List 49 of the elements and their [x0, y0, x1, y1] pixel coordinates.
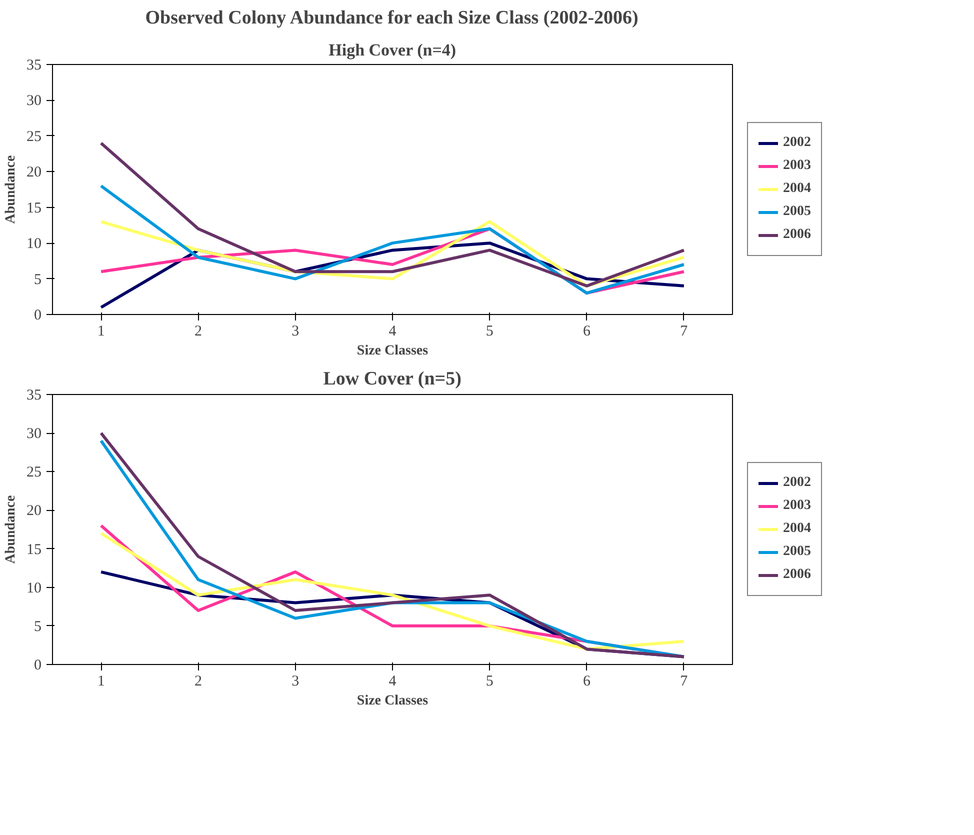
x-tick-label: 6: [583, 324, 592, 340]
y-tick-label: 15: [26, 200, 42, 216]
legend-label: 2002: [783, 475, 811, 491]
x-tick-label: 3: [292, 674, 300, 690]
legend-label: 2006: [783, 227, 811, 243]
chart-title: Low Cover (n=5): [323, 368, 462, 390]
x-tick-label: 4: [388, 324, 397, 340]
legend-label: 2002: [783, 135, 811, 151]
y-tick-label: 20: [26, 164, 42, 181]
x-axis-title: Size Classes: [356, 694, 429, 708]
y-tick-label: 15: [26, 542, 42, 558]
y-axis-title: Abundance: [4, 495, 18, 564]
y-tick-label: 25: [26, 464, 42, 481]
y-tick-label: 10: [26, 236, 42, 252]
x-tick-label: 7: [680, 324, 688, 340]
x-tick-label: 2: [194, 674, 202, 690]
x-tick-label: 3: [292, 324, 300, 340]
y-tick-label: 25: [26, 128, 42, 145]
legend-label: 2004: [783, 181, 811, 197]
x-tick-label: 1: [97, 674, 105, 690]
y-tick-label: 5: [34, 618, 42, 635]
chart-title: Observed Colony Abundance for each Size Class (2002-2006): [145, 8, 638, 28]
y-axis-title: Abundance: [4, 155, 18, 224]
y-tick-label: 35: [26, 58, 42, 74]
legend-label: 2006: [783, 567, 811, 583]
y-tick-label: 30: [26, 426, 42, 442]
x-tick-label: 5: [486, 324, 494, 340]
legend-label: 2005: [783, 544, 811, 560]
x-tick-label: 7: [680, 674, 688, 690]
y-tick-label: 30: [26, 93, 42, 110]
y-tick-label: 0: [34, 658, 42, 674]
x-tick-label: 6: [583, 674, 592, 690]
x-axis-title: Size Classes: [356, 344, 429, 358]
legend-label: 2003: [783, 158, 811, 174]
legend-label: 2005: [783, 204, 811, 220]
legend-label: 2004: [783, 521, 811, 537]
x-tick-label: 4: [388, 674, 397, 690]
line-series: [100, 184, 686, 295]
line-series: [100, 142, 686, 288]
y-tick-label: 20: [26, 503, 42, 520]
y-tick-label: 0: [34, 308, 42, 324]
legend-label: 2003: [783, 498, 811, 514]
y-tick-label: 35: [26, 388, 42, 404]
x-tick-label: 1: [97, 324, 105, 340]
y-tick-label: 10: [26, 580, 42, 596]
chart-subtitle: High Cover (n=4): [328, 40, 456, 60]
x-tick-label: 2: [194, 324, 202, 340]
y-tick-label: 5: [34, 272, 42, 288]
x-tick-label: 5: [486, 674, 494, 690]
